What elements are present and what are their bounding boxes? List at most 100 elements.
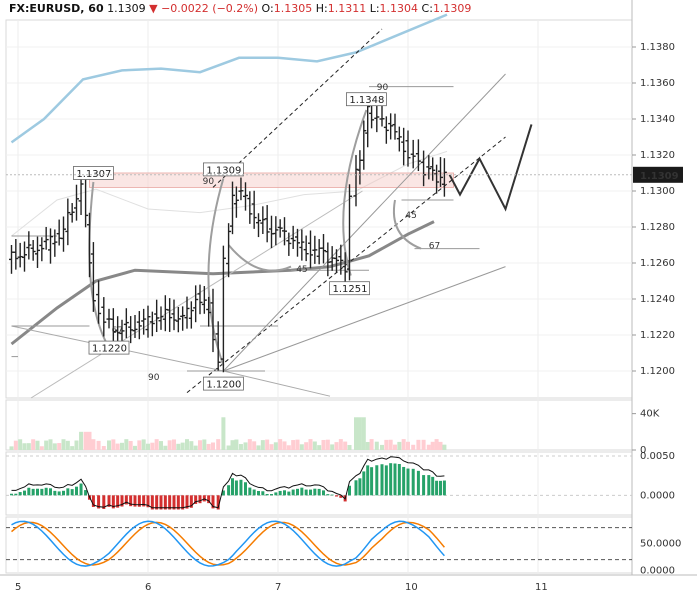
oscillator-bar: [44, 487, 48, 496]
price-bar: [430, 157, 436, 181]
price-bar: [141, 308, 147, 335]
oscillator-bar: [137, 495, 141, 507]
volume-bar: [321, 439, 326, 450]
y-tick-label: 1.1200: [640, 366, 675, 377]
volume-bar: [388, 439, 393, 450]
level-label: 1.1220: [92, 344, 127, 355]
channel-upper-line: [212, 28, 383, 188]
oscillator-bar: [23, 490, 26, 496]
price-bar: [210, 288, 216, 353]
oscillator-bar: [231, 478, 234, 496]
volume-bar: [39, 446, 44, 450]
price-bar: [43, 226, 49, 250]
price-bar: [145, 305, 151, 338]
price-bar: [78, 174, 84, 215]
oscillator-bar: [335, 495, 338, 497]
volume-bar: [206, 443, 211, 450]
price-bar: [277, 219, 283, 238]
oscillator-bar: [389, 463, 393, 496]
volume-bar: [269, 444, 274, 450]
stochastic-k-line: [11, 520, 445, 567]
price-bar: [321, 234, 326, 264]
volume-bar: [393, 444, 397, 450]
price-bar: [52, 229, 58, 257]
volume-bar: [411, 444, 416, 450]
price-bar: [260, 206, 266, 234]
volume-bar: [193, 445, 198, 450]
price-bar: [158, 306, 164, 330]
volume-bar: [286, 445, 291, 450]
oscillator-bar: [283, 490, 286, 496]
price-bar: [61, 216, 66, 252]
low-label: L:: [369, 2, 380, 15]
oscillator-bar: [234, 480, 238, 496]
oscillator-bar: [313, 488, 317, 496]
volume-bar: [65, 440, 70, 450]
oscillator-bar: [439, 480, 442, 496]
arc-drawing: [207, 178, 225, 366]
oscillator-bar: [397, 464, 401, 496]
oscillator-bar: [291, 489, 295, 496]
price-bar: [312, 235, 318, 264]
oscillator-bar: [431, 476, 435, 496]
oscillator-bar: [36, 488, 39, 496]
volume-bar: [154, 439, 159, 450]
price-bar: [353, 155, 359, 207]
oscillator-bar: [189, 495, 193, 508]
volume-bar: [438, 441, 443, 450]
volume-bar: [401, 439, 406, 450]
volume-bar: [312, 441, 317, 450]
volume-bar: [172, 439, 176, 450]
price-bar: [154, 299, 160, 333]
volume-bar: [434, 439, 439, 450]
price-bar: [264, 205, 270, 243]
x-tick-label: 7: [275, 582, 281, 593]
oscillator-tick-label: 0.0050: [640, 451, 675, 462]
y-tick-label: 1.1220: [640, 330, 675, 341]
price-bar: [299, 229, 305, 261]
oscillator-bar: [146, 495, 150, 508]
volume-bar: [141, 439, 146, 450]
price-bar: [48, 228, 53, 264]
volume-bar: [101, 445, 106, 450]
angle-label: 67: [429, 242, 440, 252]
price-bar: [230, 181, 235, 235]
oscillator-bar: [221, 490, 225, 496]
oscillator-bar: [248, 487, 252, 496]
price-bar: [22, 241, 27, 272]
angle-label: 45: [296, 265, 307, 275]
volume-bar: [273, 442, 278, 450]
volume-bar: [278, 439, 283, 450]
oscillator-bar: [79, 483, 83, 496]
volume-bar: [87, 431, 92, 450]
last-price-badge-text: 1.1309: [640, 171, 679, 182]
volume-bar: [374, 441, 379, 450]
oscillator-bar: [216, 495, 220, 510]
price-bar: [96, 280, 102, 324]
price-bar: [347, 184, 352, 281]
price-bar: [215, 321, 221, 371]
oscillator-bar: [75, 486, 78, 496]
volume-bar: [211, 442, 215, 450]
volume-bar: [91, 439, 96, 450]
volume-bar: [365, 442, 370, 450]
volume-tick-label: 0: [640, 445, 646, 456]
oscillator-bar: [239, 479, 243, 496]
last-price-badge: [633, 166, 683, 183]
oscillator-bar: [270, 494, 273, 496]
level-label: 1.1251: [333, 284, 368, 295]
price-bar: [188, 301, 194, 329]
stochastic-d-line: [11, 521, 445, 566]
oscillator-bar: [168, 495, 172, 510]
volume-bar: [317, 445, 322, 450]
volume-bar: [338, 439, 343, 450]
oscillator-bar: [40, 488, 44, 496]
price-bar: [338, 244, 344, 275]
upper-band-line: [10, 13, 448, 144]
oscillator-bar: [207, 495, 211, 504]
arc-drawing: [227, 244, 292, 272]
oscillator-bar: [354, 480, 358, 496]
volume-bar: [163, 445, 168, 450]
volume-bar: [330, 444, 335, 450]
